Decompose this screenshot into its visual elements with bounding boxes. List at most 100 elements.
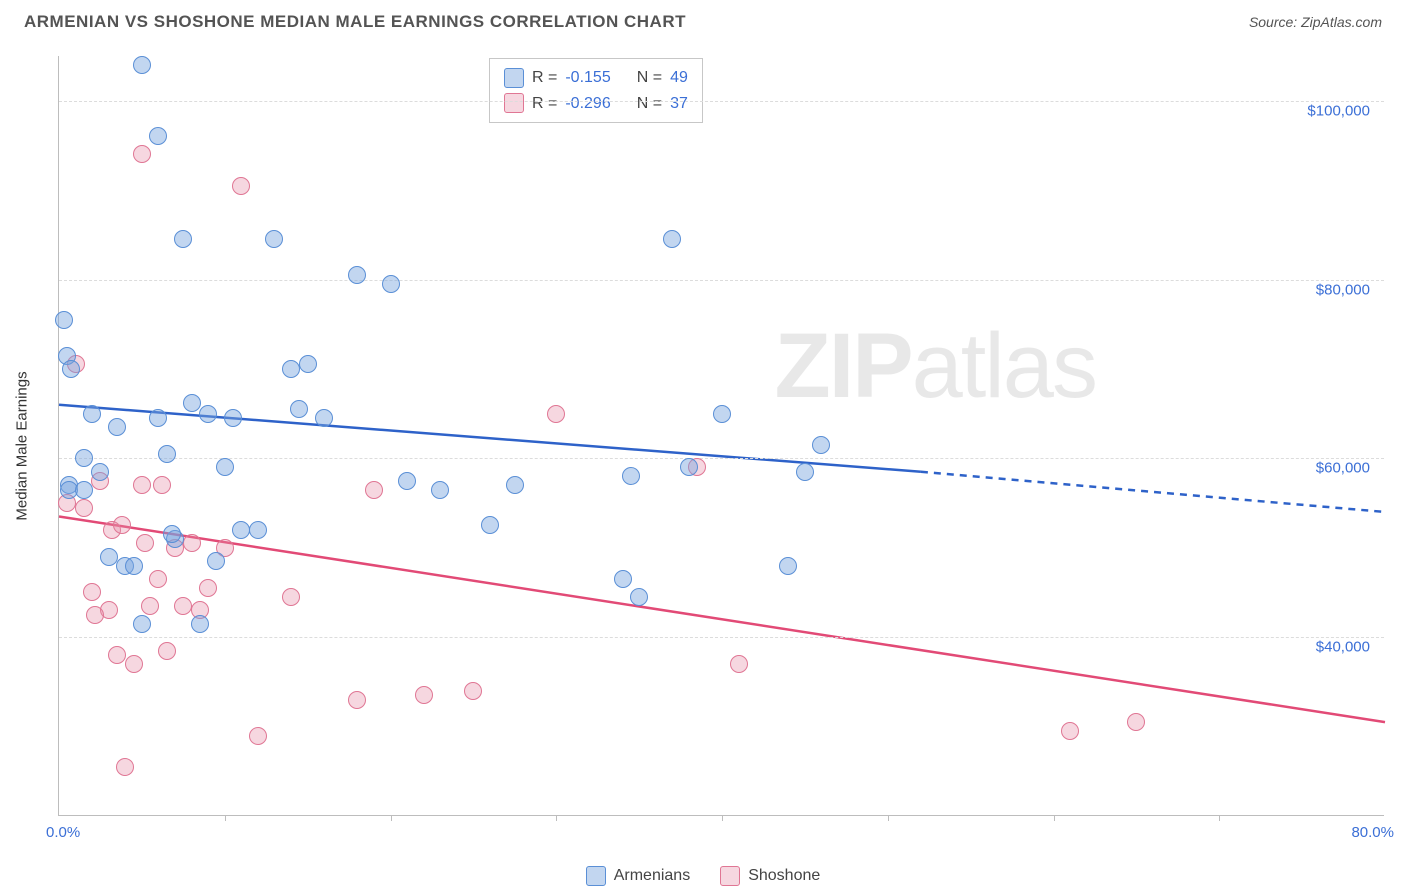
- data-point: [141, 597, 159, 615]
- data-point: [547, 405, 565, 423]
- data-point: [191, 615, 209, 633]
- data-point: [86, 606, 104, 624]
- swatch-pink-icon: [720, 866, 740, 886]
- data-point: [133, 145, 151, 163]
- trend-line: [921, 472, 1385, 512]
- stats-row-armenians: R = -0.155 N = 49: [504, 65, 688, 91]
- data-point: [108, 418, 126, 436]
- swatch-blue-icon: [586, 866, 606, 886]
- data-point: [464, 682, 482, 700]
- x-tick: [888, 815, 889, 821]
- data-point: [796, 463, 814, 481]
- data-point: [1127, 713, 1145, 731]
- data-point: [62, 360, 80, 378]
- data-point: [158, 445, 176, 463]
- x-tick: [556, 815, 557, 821]
- data-point: [125, 655, 143, 673]
- swatch-pink-icon: [504, 93, 524, 113]
- data-point: [348, 691, 366, 709]
- data-point: [100, 548, 118, 566]
- data-point: [75, 499, 93, 517]
- x-tick: [1219, 815, 1220, 821]
- data-point: [216, 458, 234, 476]
- data-point: [199, 405, 217, 423]
- data-point: [382, 275, 400, 293]
- data-point: [1061, 722, 1079, 740]
- chart-title: ARMENIAN VS SHOSHONE MEDIAN MALE EARNING…: [24, 12, 686, 32]
- data-point: [431, 481, 449, 499]
- data-point: [365, 481, 383, 499]
- data-point: [348, 266, 366, 284]
- data-point: [133, 56, 151, 74]
- legend-item-shoshone: Shoshone: [720, 866, 820, 886]
- data-point: [163, 525, 181, 543]
- data-point: [75, 449, 93, 467]
- data-point: [91, 463, 109, 481]
- data-point: [83, 405, 101, 423]
- data-point: [415, 686, 433, 704]
- data-point: [232, 177, 250, 195]
- x-tick: [1054, 815, 1055, 821]
- data-point: [183, 534, 201, 552]
- data-point: [207, 552, 225, 570]
- correlation-stats-box: R = -0.155 N = 49 R = -0.296 N = 37: [489, 58, 703, 123]
- data-point: [133, 476, 151, 494]
- x-axis-end-label: 80.0%: [1351, 824, 1394, 841]
- data-point: [630, 588, 648, 606]
- data-point: [149, 570, 167, 588]
- data-point: [232, 521, 250, 539]
- trend-line: [59, 405, 921, 472]
- data-point: [680, 458, 698, 476]
- source-attribution: Source: ZipAtlas.com: [1249, 14, 1382, 30]
- stats-row-shoshone: R = -0.296 N = 37: [504, 91, 688, 117]
- data-point: [481, 516, 499, 534]
- data-point: [113, 516, 131, 534]
- data-point: [108, 646, 126, 664]
- data-point: [282, 360, 300, 378]
- data-point: [116, 758, 134, 776]
- data-point: [265, 230, 283, 248]
- data-point: [149, 409, 167, 427]
- data-point: [158, 642, 176, 660]
- data-point: [779, 557, 797, 575]
- data-point: [622, 467, 640, 485]
- data-point: [663, 230, 681, 248]
- swatch-blue-icon: [504, 68, 524, 88]
- data-point: [315, 409, 333, 427]
- trend-line: [59, 516, 1385, 722]
- data-point: [83, 583, 101, 601]
- data-point: [614, 570, 632, 588]
- y-tick-label: $80,000: [1316, 281, 1370, 298]
- legend-item-armenians: Armenians: [586, 866, 690, 886]
- data-point: [398, 472, 416, 490]
- data-point: [282, 588, 300, 606]
- data-point: [249, 521, 267, 539]
- y-tick-label: $60,000: [1316, 460, 1370, 477]
- data-point: [812, 436, 830, 454]
- scatter-chart: ZIPatlas R = -0.155 N = 49 R = -0.296 N …: [58, 56, 1384, 816]
- gridline: [59, 101, 1384, 102]
- data-point: [713, 405, 731, 423]
- data-point: [75, 481, 93, 499]
- data-point: [506, 476, 524, 494]
- data-point: [136, 534, 154, 552]
- data-point: [153, 476, 171, 494]
- gridline: [59, 637, 1384, 638]
- data-point: [174, 230, 192, 248]
- y-tick-label: $100,000: [1307, 102, 1370, 119]
- data-point: [224, 409, 242, 427]
- data-point: [730, 655, 748, 673]
- x-tick: [391, 815, 392, 821]
- data-point: [174, 597, 192, 615]
- data-point: [55, 311, 73, 329]
- y-tick-label: $40,000: [1316, 639, 1370, 656]
- x-tick: [225, 815, 226, 821]
- data-point: [183, 394, 201, 412]
- x-axis-start-label: 0.0%: [46, 824, 80, 841]
- data-point: [199, 579, 217, 597]
- x-tick: [722, 815, 723, 821]
- gridline: [59, 280, 1384, 281]
- data-point: [125, 557, 143, 575]
- data-point: [149, 127, 167, 145]
- y-axis-label: Median Male Earnings: [14, 371, 31, 520]
